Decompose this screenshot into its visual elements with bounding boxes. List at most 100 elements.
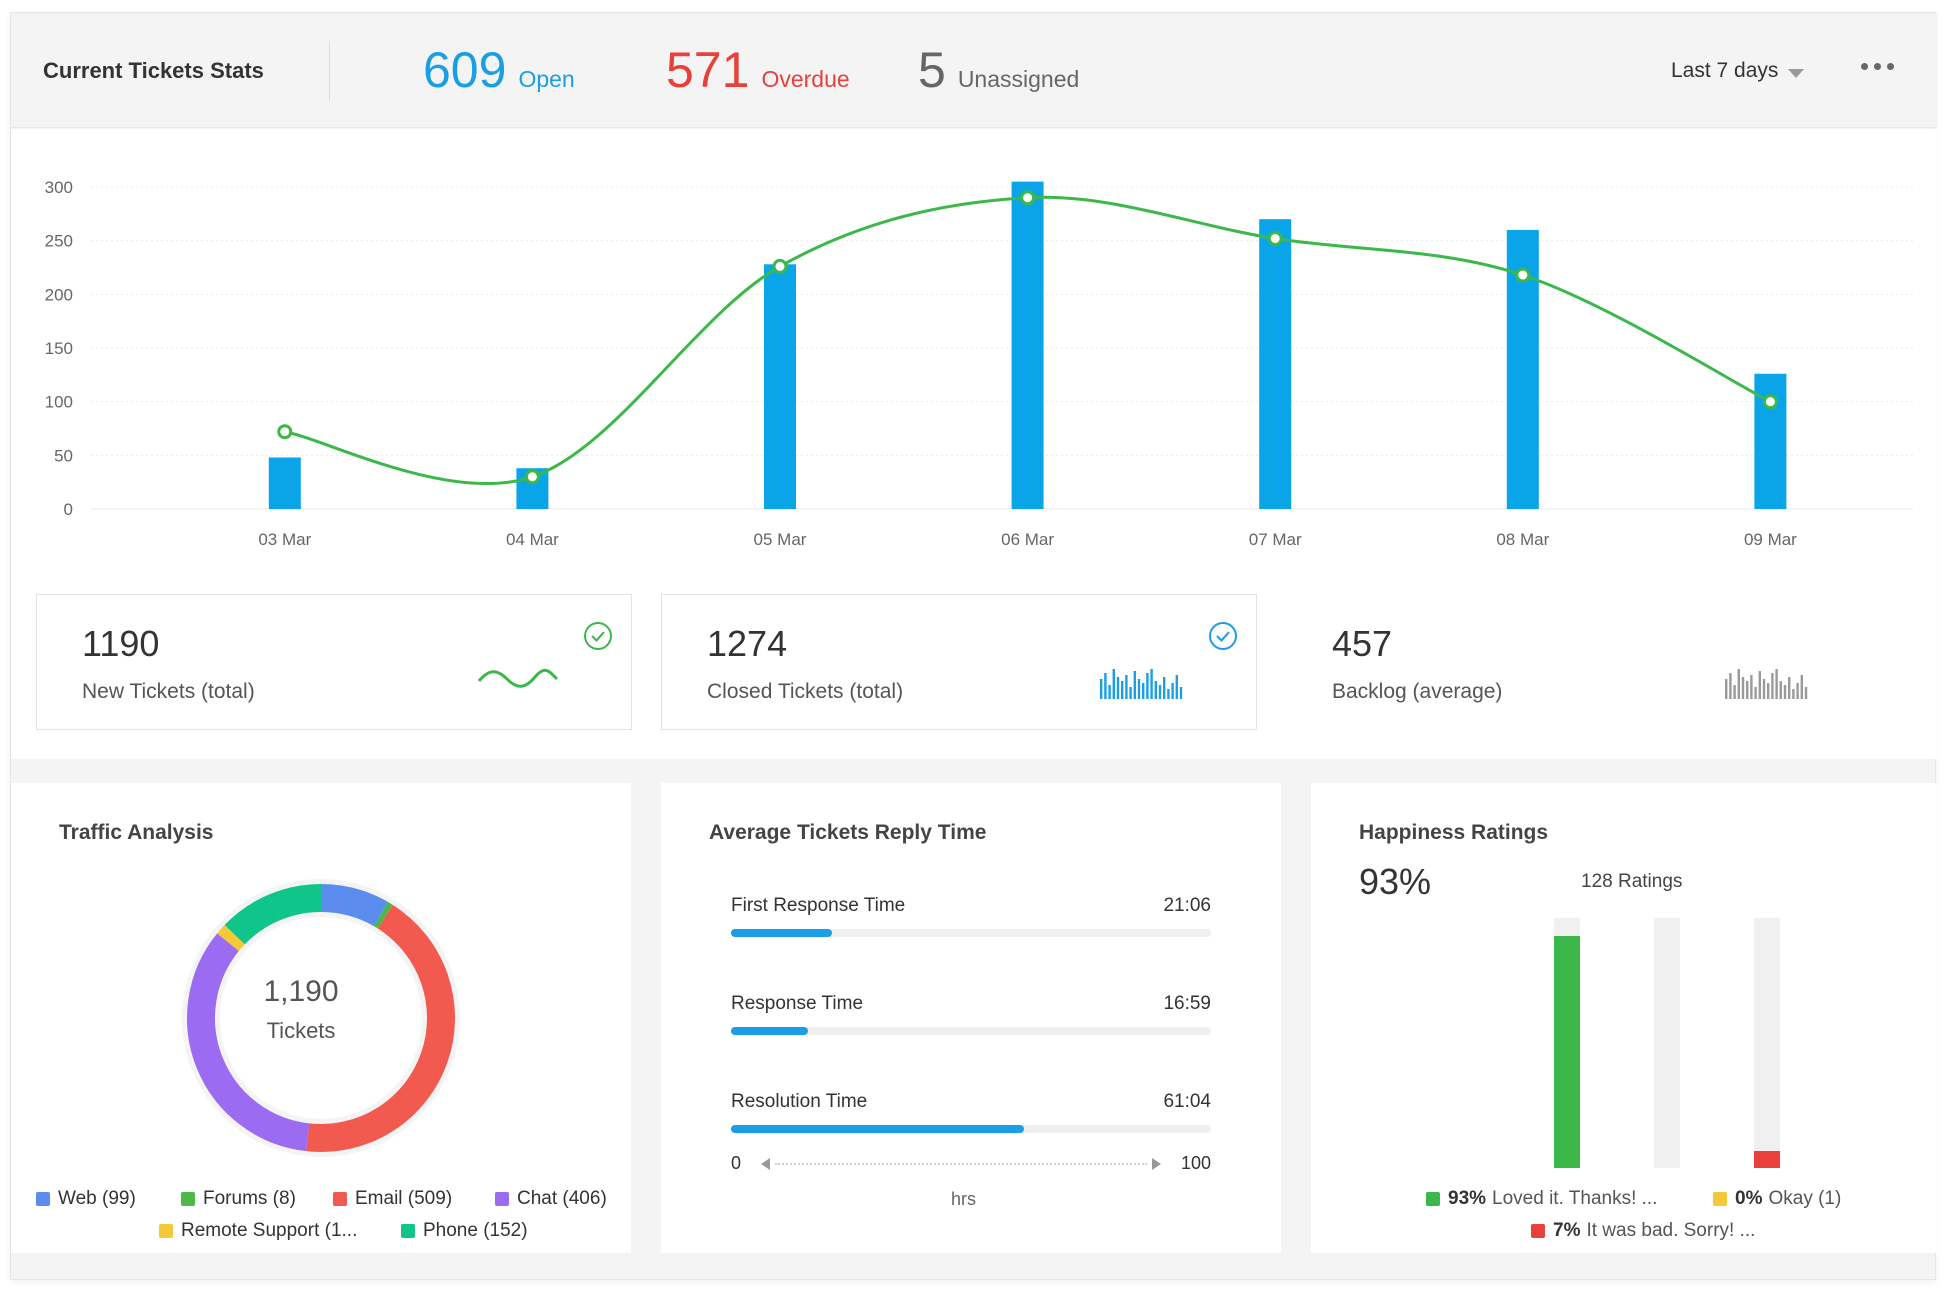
spark-bar [1137,679,1141,699]
spark-bar [1116,677,1120,699]
spark-bar [1175,675,1178,699]
reply-track [731,1027,1211,1035]
legend-pct: 7% [1553,1220,1581,1241]
traffic-donut-chart [182,879,460,1157]
unassigned-count: 5 [918,42,946,98]
bar[interactable] [764,264,796,509]
line-point[interactable] [277,424,293,440]
legend-item-web[interactable]: Web (99) [36,1188,136,1210]
reply-value: 21:06 [1163,895,1211,916]
date-range-dropdown[interactable]: Last 7 days [1671,59,1805,83]
kpi-label: New Tickets (total) [82,680,255,703]
x-tick-label: 07 Mar [1249,530,1302,549]
legend-item-chat[interactable]: Chat (406) [495,1188,607,1210]
scale-track [775,1163,1147,1165]
spark-bar [1167,689,1170,699]
x-tick-label: 03 Mar [258,530,311,549]
bar[interactable] [268,457,301,509]
donut-slice[interactable] [187,933,310,1152]
reply-fill [731,929,832,937]
reply-track [731,1125,1211,1133]
kpi-new-tickets[interactable]: 1190 New Tickets (total) [36,594,632,730]
legend-item-loved[interactable]: 93% Loved it. Thanks! ... [1426,1188,1658,1210]
arrow-left-icon[interactable] [761,1158,770,1170]
overdue-stat[interactable]: 571 Overdue [666,41,850,99]
line-point[interactable] [524,469,540,485]
spark-bar [1804,687,1808,699]
spark-bar [1171,683,1174,699]
open-label: Open [518,66,575,92]
legend-item-okay[interactable]: 0% Okay (1) [1713,1188,1841,1210]
spark-bar [1775,669,1778,699]
legend-swatch [333,1192,347,1206]
spark-bar [1121,681,1124,699]
page-title: Current Tickets Stats [43,58,264,83]
happiness-bar-bad[interactable] [1754,918,1780,1168]
spark-bar [1788,677,1791,699]
legend-item-forums[interactable]: Forums (8) [181,1188,296,1210]
legend-pct: 93% [1448,1188,1487,1209]
bar-fill [1554,935,1580,1168]
panel-title: Happiness Ratings [1359,821,1549,844]
happiness-panel: Happiness Ratings 93% 128 Ratings 93% Lo… [1311,783,1937,1253]
scale-max: 100 [1180,1153,1211,1173]
happiness-bar-okay[interactable] [1654,918,1680,1168]
legend-label: Loved it. Thanks! ... [1492,1188,1658,1209]
y-tick-label: 150 [45,339,73,358]
donut-slice[interactable] [217,924,245,952]
legend-item-phone[interactable]: Phone (152) [401,1220,528,1242]
x-tick-label: 05 Mar [754,530,807,549]
legend-label: Email (509) [355,1188,453,1209]
happiness-bar-loved[interactable] [1554,918,1580,1168]
donut-slice[interactable] [224,884,322,945]
x-tick-label: 09 Mar [1744,530,1797,549]
overdue-count: 571 [666,42,750,98]
bar[interactable] [1011,181,1044,509]
spark-bar [1792,689,1795,699]
spark-bar [1142,683,1145,699]
bar[interactable] [1259,219,1292,509]
reply-time-panel: Average Tickets Reply Time First Respons… [661,783,1281,1253]
reply-label: Resolution Time [731,1091,868,1112]
spark-bar [1104,673,1107,699]
legend-swatch [401,1224,415,1238]
legend-label: Chat (406) [517,1188,607,1209]
line-point[interactable] [1762,394,1778,410]
line-point[interactable] [772,258,788,274]
arrow-right-icon[interactable] [1152,1158,1161,1170]
line-point[interactable] [1515,267,1531,283]
legend-swatch [36,1192,50,1206]
y-tick-label: 0 [64,500,73,519]
more-options-icon[interactable] [1861,63,1894,70]
spark-bar [1771,673,1774,699]
dot [1861,63,1868,70]
donut-slice[interactable] [306,904,455,1152]
stats-header: Current Tickets Stats 609 Open 571 Overd… [11,13,1937,128]
spark-bar [1158,685,1162,699]
x-tick-label: 06 Mar [1001,530,1054,549]
spark-bar [1762,679,1766,699]
unassigned-stat[interactable]: 5 Unassigned [918,41,1079,99]
donut-slice[interactable] [320,884,388,927]
spark-bar [1146,673,1149,699]
donut-slice[interactable] [373,901,393,929]
reply-value: 61:04 [1163,1091,1211,1112]
reply-scale[interactable]: 0 100 [731,1153,1211,1183]
legend-swatch [181,1192,195,1206]
kpi-backlog[interactable]: 457 Backlog (average) [1286,594,1882,730]
open-stat[interactable]: 609 Open [423,41,575,99]
unassigned-label: Unassigned [957,66,1080,92]
legend-item-bad[interactable]: 7% It was bad. Sorry! ... [1531,1220,1755,1242]
dot [1874,63,1881,70]
line-point[interactable] [1020,190,1036,206]
legend-item-remote-support[interactable]: Remote Support (1... [159,1220,357,1242]
legend-item-email[interactable]: Email (509) [333,1188,452,1210]
header-divider [329,41,330,101]
y-tick-label: 300 [45,178,73,197]
kpi-closed-tickets[interactable]: 1274 Closed Tickets (total) [661,594,1257,730]
line-point[interactable] [1267,231,1283,247]
kpi-label: Closed Tickets (total) [707,680,904,703]
reply-fill [731,1027,808,1035]
spark-bar [1767,683,1770,699]
spark-bar [1779,681,1782,699]
